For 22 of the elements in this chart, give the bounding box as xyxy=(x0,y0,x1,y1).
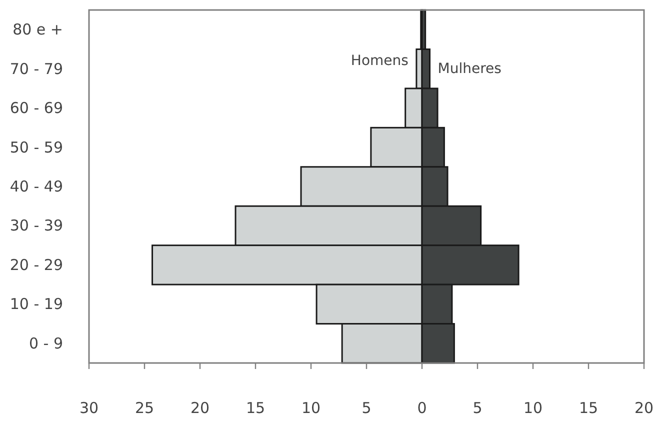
y-tick-label: 30 - 39 xyxy=(10,216,63,235)
x-tick-label: 30 xyxy=(79,399,99,417)
x-tick-label: 20 xyxy=(634,399,654,417)
x-tick-label: 20 xyxy=(190,399,210,417)
y-tick-label: 0 - 9 xyxy=(28,334,63,352)
x-tick-label: 10 xyxy=(523,399,543,417)
x-tick-label: 10 xyxy=(301,399,321,417)
y-tick-label: 40 - 49 xyxy=(10,178,63,196)
x-tick-label: 0 xyxy=(417,399,427,417)
y-tick-label: 10 - 19 xyxy=(10,295,63,314)
y-tick-label: 20 - 29 xyxy=(10,256,63,274)
y-tick-label: 70 - 79 xyxy=(10,60,63,78)
series-label: Mulheres xyxy=(438,61,502,78)
x-tick-label: 25 xyxy=(134,399,154,417)
x-tick-label: 15 xyxy=(578,399,598,417)
y-tick-label: 50 - 59 xyxy=(10,138,63,156)
y-tick-label: 60 - 69 xyxy=(10,99,63,118)
series-label: Homens xyxy=(350,53,408,70)
x-tick-label: 5 xyxy=(362,399,372,417)
x-tick-label: 5 xyxy=(472,399,482,417)
y-tick-label: 80 e + xyxy=(12,20,63,39)
x-tick-label: 15 xyxy=(246,399,266,417)
